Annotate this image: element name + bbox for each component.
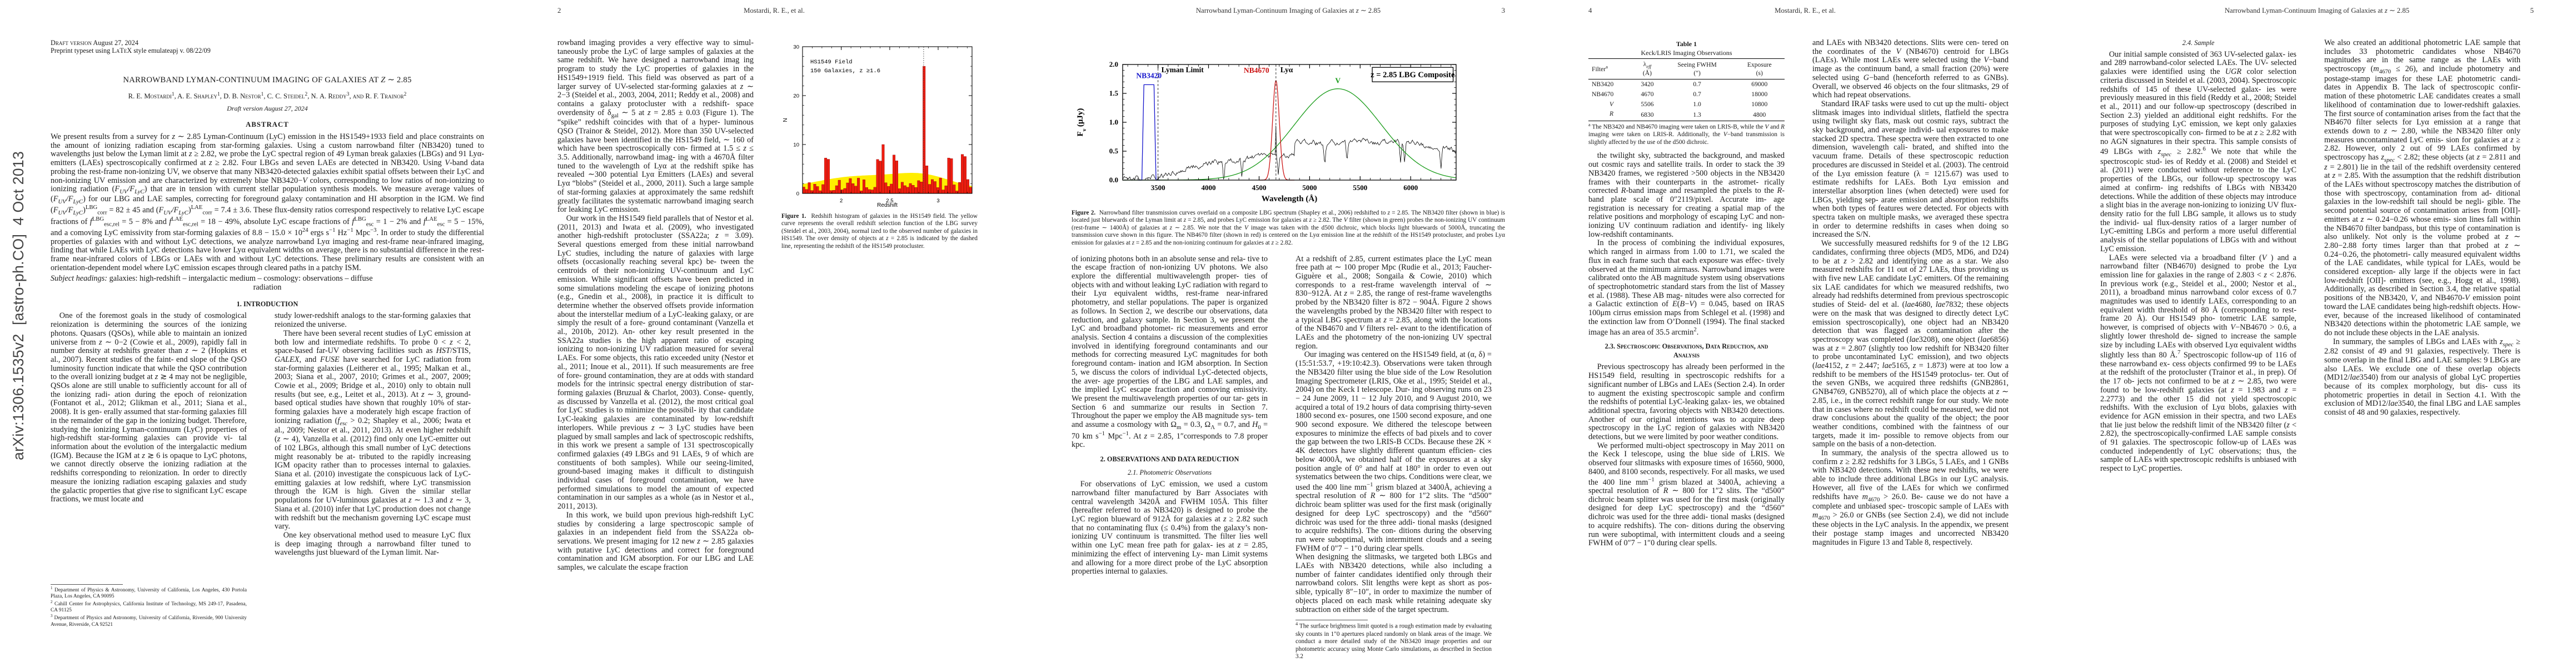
svg-text:30: 30 — [793, 44, 799, 51]
svg-text:HS1549 Field: HS1549 Field — [810, 59, 853, 66]
svg-text:4500: 4500 — [1252, 183, 1267, 192]
svg-text:Wavelength (Å): Wavelength (Å) — [1262, 195, 1317, 203]
svg-text:z = 2.85 LBG Composite: z = 2.85 LBG Composite — [1371, 71, 1455, 79]
svg-text:NB3420: NB3420 — [1136, 71, 1162, 79]
svg-text:10: 10 — [793, 142, 799, 148]
svg-text:1.0: 1.0 — [1109, 118, 1118, 126]
svg-text:5500: 5500 — [1353, 183, 1367, 192]
svg-text:3: 3 — [936, 198, 939, 204]
svg-text:0.0: 0.0 — [1109, 176, 1118, 184]
svg-text:20: 20 — [793, 93, 799, 99]
svg-text:Lyman Limit: Lyman Limit — [1162, 66, 1204, 74]
svg-text:6000: 6000 — [1403, 183, 1418, 192]
svg-text:V: V — [1335, 77, 1341, 85]
svg-text:0.5: 0.5 — [1109, 147, 1119, 155]
svg-text:2: 2 — [840, 198, 843, 204]
svg-text:N: N — [783, 118, 789, 122]
svg-text:Lyα: Lyα — [1280, 66, 1293, 74]
svg-text:4000: 4000 — [1202, 183, 1216, 192]
svg-text:Redshift: Redshift — [877, 202, 898, 208]
svg-text:5000: 5000 — [1302, 183, 1317, 192]
svg-text:2.0: 2.0 — [1109, 60, 1118, 68]
svg-text:1.5: 1.5 — [1109, 89, 1119, 97]
svg-text:3500: 3500 — [1151, 183, 1165, 192]
svg-text:NB4670: NB4670 — [1244, 66, 1269, 74]
svg-text:0: 0 — [796, 191, 799, 197]
svg-text:150 Galaxies, z ≥1.6: 150 Galaxies, z ≥1.6 — [810, 68, 880, 74]
